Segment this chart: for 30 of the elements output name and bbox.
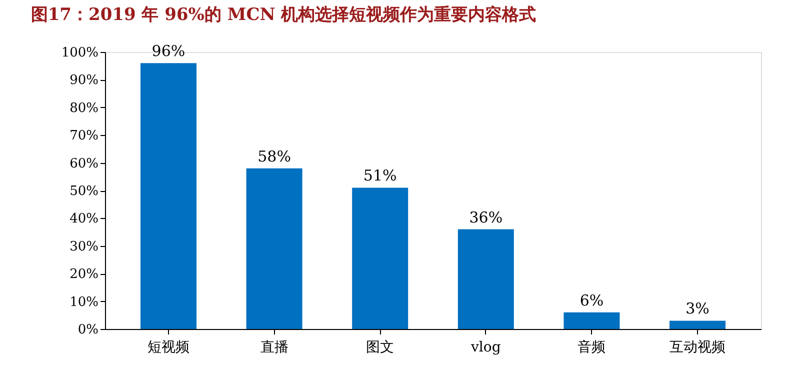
x-tick-label: vlog bbox=[470, 340, 501, 356]
y-tick-label: 60% bbox=[70, 156, 98, 172]
y-tick-label: 0% bbox=[78, 322, 98, 338]
y-tick-label: 80% bbox=[70, 100, 98, 116]
data-label: 6% bbox=[580, 291, 604, 310]
x-tick-label: 短视频 bbox=[147, 340, 190, 356]
x-tick-label: 图文 bbox=[366, 340, 394, 356]
y-tick-label: 50% bbox=[70, 184, 98, 199]
x-tick-label: 互动视频 bbox=[670, 340, 726, 356]
y-tick-label: 30% bbox=[70, 239, 98, 254]
y-tick-label: 20% bbox=[70, 267, 98, 282]
bar bbox=[140, 63, 196, 329]
data-label: 58% bbox=[258, 147, 291, 166]
bar bbox=[564, 312, 620, 329]
data-label: 96% bbox=[152, 42, 186, 60]
y-tick-label: 70% bbox=[70, 128, 98, 144]
y-tick-label: 10% bbox=[70, 294, 98, 310]
x-tick-label: 直播 bbox=[260, 340, 288, 356]
y-tick-label: 90% bbox=[70, 73, 98, 88]
bar bbox=[352, 188, 408, 329]
chart-title: 图17：2019 年 96%的 MCN 机构选择短视频作为重要内容格式 bbox=[30, 5, 536, 26]
bar bbox=[670, 320, 726, 329]
bar bbox=[458, 229, 514, 329]
data-label: 51% bbox=[363, 166, 397, 185]
data-label: 3% bbox=[686, 300, 710, 318]
y-tick-label: 100% bbox=[61, 46, 98, 60]
data-label: 36% bbox=[469, 208, 503, 226]
bar bbox=[246, 168, 302, 329]
x-tick-label: 音频 bbox=[578, 340, 606, 356]
y-tick-label: 40% bbox=[70, 212, 98, 227]
